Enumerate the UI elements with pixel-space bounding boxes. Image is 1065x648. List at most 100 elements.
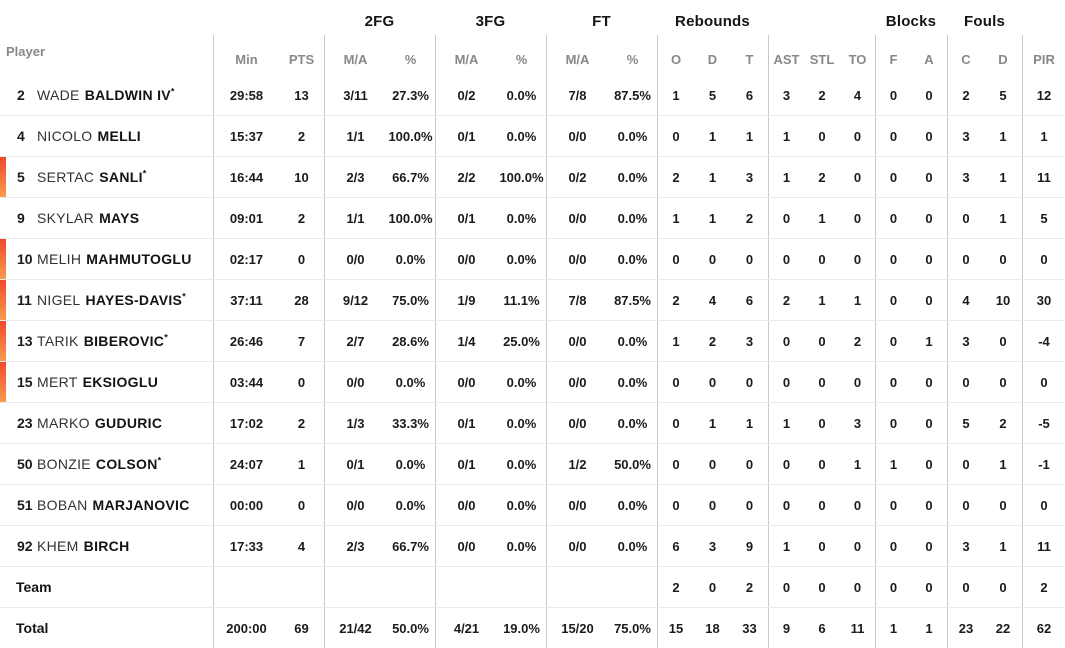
player-number: 51: [17, 497, 33, 513]
stat-fouls-c: 0: [947, 239, 984, 279]
stat-pir: 2: [1022, 567, 1065, 607]
player-number: 13: [17, 333, 33, 349]
player-row[interactable]: 15 MERT EKSIOGLU 03:44 0 0/0 0.0% 0/0 0.…: [0, 361, 1065, 402]
stat-min: 03:44: [213, 362, 279, 402]
stat-blk-a: 1: [925, 620, 933, 636]
table-body: 2 WADE BALDWIN IV* 29:58 13 3/11 27.3% 0…: [0, 75, 1065, 648]
stat-pts: 28: [294, 292, 309, 308]
player-last-name-text: BIRCH: [83, 538, 130, 554]
stat-ft-pct: 0.0%: [617, 210, 648, 226]
stat-blk-a: 1: [925, 333, 933, 349]
stat-3fg-ma: [435, 567, 497, 607]
player-last-name-text: HAYES-DAVIS: [85, 292, 183, 308]
stat-reb-t: 6: [745, 87, 754, 103]
stat-2fg-pct: 0.0%: [395, 497, 426, 513]
stat-pts: 0: [297, 497, 306, 513]
stat-reb-d: 3: [708, 538, 717, 554]
stat-ft-ma: 0/0: [546, 321, 608, 361]
stat-3fg-ma: 0/1: [435, 403, 497, 443]
stat-to: 11: [850, 620, 865, 636]
stat-3fg-pct: 0.0%: [506, 374, 537, 390]
column-header-stl: STL: [809, 52, 835, 67]
stat-blk-a: 0: [925, 292, 933, 308]
stat-ft-pct: 87.5%: [614, 292, 651, 308]
stat-2fg-ma: [324, 567, 386, 607]
stat-to: 0: [853, 210, 862, 226]
stat-fouls-c: 3: [947, 321, 984, 361]
player-row[interactable]: 2 WADE BALDWIN IV* 29:58 13 3/11 27.3% 0…: [0, 75, 1065, 115]
player-row[interactable]: 11 NIGEL HAYES-DAVIS* 37:11 28 9/12 75.0…: [0, 279, 1065, 320]
stat-blk-f: 0: [875, 280, 911, 320]
player-number: 2: [17, 87, 25, 103]
player-row[interactable]: 51 BOBAN MARJANOVIC 00:00 0 0/0 0.0% 0/0…: [0, 484, 1065, 525]
stat-pts: 7: [297, 333, 306, 349]
stat-ast: 3: [768, 75, 804, 115]
stat-reb-o: 0: [657, 116, 694, 156]
stat-2fg-ma: 1/1: [324, 198, 386, 238]
stat-pir: -1: [1022, 444, 1065, 484]
stat-2fg-pct: 27.3%: [392, 87, 429, 103]
stat-min: [213, 567, 279, 607]
player-row[interactable]: 10 MELIH MAHMUTOGLU 02:17 0 0/0 0.0% 0/0…: [0, 238, 1065, 279]
stat-3fg-ma: 0/0: [435, 362, 497, 402]
stat-fouls-c: 0: [947, 485, 984, 525]
stat-fouls-d: 5: [999, 87, 1007, 103]
player-last-name-text: MARJANOVIC: [92, 497, 190, 513]
summary-row[interactable]: Team 2 0 2 0 0 0 0 0 0 0 2: [0, 566, 1065, 607]
stat-to: 1: [853, 456, 862, 472]
stat-reb-o: 2: [657, 280, 694, 320]
row-label: Team: [16, 579, 52, 595]
stat-stl: 1: [818, 210, 826, 226]
stat-2fg-pct: 0.0%: [395, 374, 426, 390]
stat-ft-pct: 0.0%: [617, 497, 648, 513]
stat-blk-a: 0: [925, 87, 933, 103]
stat-to: 0: [853, 251, 862, 267]
column-header-reb-o: O: [657, 35, 694, 75]
stat-pir: 0: [1022, 362, 1065, 402]
summary-row[interactable]: Total 200:00 69 21/42 50.0% 4/21 19.0% 1…: [0, 607, 1065, 648]
stat-reb-d: 5: [708, 87, 717, 103]
stat-pts: 0: [297, 374, 306, 390]
group-header-blocks: Blocks: [885, 13, 937, 30]
stat-ft-ma: 0/0: [546, 239, 608, 279]
column-header-ast: AST: [768, 35, 804, 75]
stat-2fg-ma: 1/3: [324, 403, 386, 443]
stat-3fg-pct: 0.0%: [506, 497, 537, 513]
stat-reb-d: 0: [708, 251, 717, 267]
stat-3fg-pct: 0.0%: [506, 210, 537, 226]
column-header-pir: PIR: [1022, 35, 1065, 75]
stat-3fg-ma: 2/2: [435, 157, 497, 197]
player-first-name: MARKO: [37, 415, 90, 431]
stat-fouls-c: 0: [947, 362, 984, 402]
stat-3fg-ma: 0/1: [435, 198, 497, 238]
starter-asterisk: *: [182, 291, 186, 302]
player-last-name: GUDURIC: [95, 415, 162, 431]
stat-2fg-ma: 0/0: [324, 362, 386, 402]
player-row[interactable]: 9 SKYLAR MAYS 09:01 2 1/1 100.0% 0/1 0.0…: [0, 197, 1065, 238]
stat-reb-d: 1: [708, 415, 717, 431]
stat-reb-t: 0: [745, 374, 754, 390]
stat-ft-pct: 0.0%: [617, 415, 648, 431]
stat-pir: 12: [1022, 75, 1065, 115]
stat-ast: 9: [768, 608, 804, 648]
stat-reb-o: 2: [657, 567, 694, 607]
stat-fouls-d: 22: [995, 620, 1011, 636]
player-row[interactable]: 4 NICOLO MELLI 15:37 2 1/1 100.0% 0/1 0.…: [0, 115, 1065, 156]
stat-3fg-ma: 1/9: [435, 280, 497, 320]
stat-reb-d: 4: [708, 292, 717, 308]
player-row[interactable]: 92 KHEM BIRCH 17:33 4 2/3 66.7% 0/0 0.0%…: [0, 525, 1065, 566]
player-row[interactable]: 5 SERTAC SANLI* 16:44 10 2/3 66.7% 2/2 1…: [0, 156, 1065, 197]
stat-ast: 0: [768, 198, 804, 238]
stat-reb-t: 1: [745, 128, 754, 144]
player-row[interactable]: 50 BONZIE COLSON* 24:07 1 0/1 0.0% 0/1 0…: [0, 443, 1065, 484]
player-row[interactable]: 23 MARKO GUDURIC 17:02 2 1/3 33.3% 0/1 0…: [0, 402, 1065, 443]
player-cell: 10 MELIH MAHMUTOGLU: [0, 239, 213, 279]
stat-fouls-d: 1: [999, 210, 1007, 226]
stat-2fg-ma: 0/0: [324, 485, 386, 525]
player-number: 5: [17, 169, 25, 185]
player-first-name: SKYLAR: [37, 210, 95, 226]
player-row[interactable]: 13 TARIK BIBEROVIC* 26:46 7 2/7 28.6% 1/…: [0, 320, 1065, 361]
player-number: 23: [17, 415, 33, 431]
player-last-name: MAYS: [99, 210, 139, 226]
stat-2fg-ma: 2/3: [324, 157, 386, 197]
